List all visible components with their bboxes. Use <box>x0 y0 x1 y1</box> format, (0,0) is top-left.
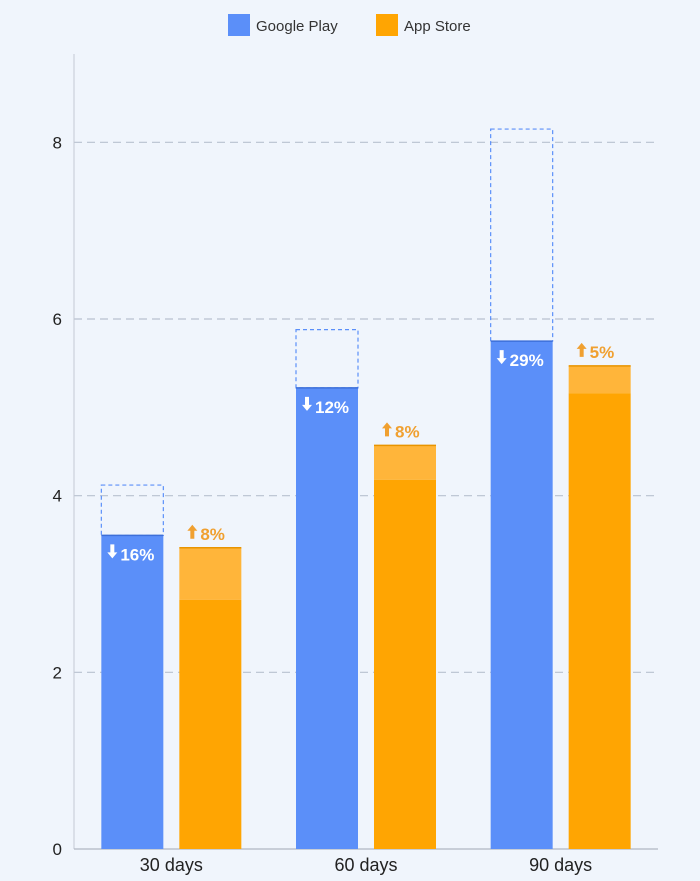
legend[interactable]: Google Play App Store <box>228 14 471 36</box>
google-play-bar <box>296 387 358 849</box>
axes: 0 2 4 6 8 30 days 60 days 90 days <box>53 54 658 875</box>
x-tick-label: 90 days <box>529 855 592 875</box>
app-store-bar <box>568 393 631 849</box>
grid-lines <box>74 141 658 673</box>
arrow-up-icon <box>187 524 198 539</box>
app-store-increase-segment <box>374 445 436 480</box>
x-tick-label: 60 days <box>334 855 397 875</box>
y-tick-label: 4 <box>53 487 62 506</box>
app-store-change-label: 8% <box>200 525 225 544</box>
y-tick-label: 2 <box>53 663 62 682</box>
legend-label: Google Play <box>256 18 338 35</box>
arrow-down-icon <box>107 544 118 559</box>
google-play-bar <box>490 341 553 849</box>
legend-swatch <box>376 14 398 36</box>
y-tick-label: 0 <box>53 840 62 859</box>
app-store-increase-segment <box>568 365 631 394</box>
arrow-down-icon <box>302 396 312 411</box>
google-play-previous-outline <box>490 128 554 342</box>
app-store-change-label: 8% <box>395 422 420 441</box>
google-play-change-label: 29% <box>510 351 544 370</box>
app-store-bar <box>179 599 242 849</box>
y-tick-label: 8 <box>53 133 62 152</box>
google-play-previous-outline <box>100 484 164 537</box>
bars <box>100 128 631 849</box>
app-store-change-label: 5% <box>590 343 615 362</box>
arrow-down-icon <box>496 350 507 365</box>
arrow-up-icon <box>576 342 587 357</box>
legend-swatch <box>228 14 250 36</box>
app-store-increase-segment <box>179 547 242 600</box>
google-play-bar <box>101 535 164 849</box>
bar-labels: 16% 8% 12% 8% 29% 5% <box>107 342 615 564</box>
google-play-previous-outline <box>295 329 359 389</box>
google-play-change-label: 12% <box>315 398 349 417</box>
google-play-change-label: 16% <box>120 545 154 564</box>
arrow-up-icon <box>382 422 392 437</box>
x-tick-label: 30 days <box>140 855 203 875</box>
app-store-bar <box>374 479 436 849</box>
y-tick-label: 6 <box>53 310 62 329</box>
legend-label: App Store <box>404 18 471 35</box>
